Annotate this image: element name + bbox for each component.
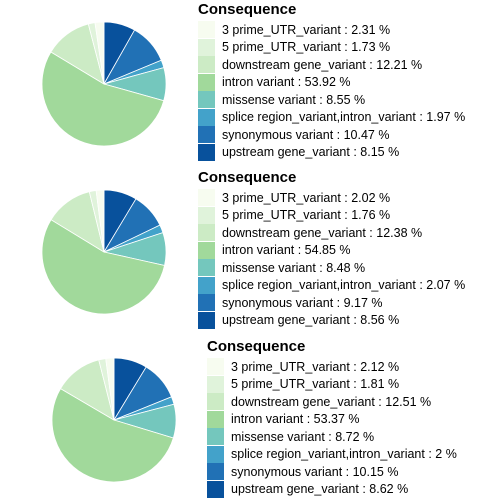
legend-label: splice region_variant,intron_variant : 2…: [222, 278, 466, 293]
legend-swatch: [207, 445, 224, 463]
chart-panel-3: Consequence 3 prime_UTR_variant : 2.12 %…: [0, 336, 504, 504]
legend-label: intron variant : 53.92 %: [222, 75, 351, 90]
legend-label: upstream gene_variant : 8.62 %: [231, 482, 409, 497]
pie-slice: [105, 357, 115, 421]
legend-item: 3 prime_UTR_variant : 2.31 %: [198, 21, 465, 39]
legend-title: Consequence: [198, 169, 297, 186]
legend-item: intron variant : 54.85 %: [198, 241, 465, 260]
legend-item: splice region_variant,intron_variant : 1…: [198, 108, 466, 127]
legend-swatch: [198, 189, 215, 207]
legend-item: upstream gene_variant : 8.15 %: [198, 143, 465, 162]
legend-item: downstream gene_variant : 12.21 %: [198, 56, 465, 74]
legend-swatch: [207, 358, 224, 376]
legend-item: missense variant : 8.72 %: [207, 428, 457, 446]
legend-swatch: [198, 56, 215, 74]
legend-label: synonymous variant : 9.17 %: [222, 295, 383, 310]
legend-swatch: [207, 463, 224, 481]
legend-label: missense variant : 8.48 %: [222, 260, 366, 275]
legend-swatch: [207, 393, 224, 411]
legend-label: 3 prime_UTR_variant : 2.31 %: [222, 22, 391, 37]
legend-item: intron variant : 53.37 %: [207, 410, 457, 429]
legend-label: upstream gene_variant : 8.56 %: [222, 313, 400, 328]
legend-label: splice region_variant,intron_variant : 1…: [222, 110, 466, 125]
pie-slice: [41, 51, 165, 147]
legend-swatch: [198, 294, 215, 312]
legend-item: 5 prime_UTR_variant : 1.73 %: [198, 38, 465, 57]
legend-swatch: [198, 224, 215, 242]
legend-label: 5 prime_UTR_variant : 1.73 %: [222, 40, 391, 55]
legend-swatch: [198, 126, 215, 144]
legend-item: synonymous variant : 9.17 %: [198, 294, 465, 312]
pie-chart-1: [41, 21, 167, 147]
legend-item: upstream gene_variant : 8.62 %: [207, 480, 457, 499]
legend-label: synonymous variant : 10.15 %: [231, 464, 399, 479]
legend-item: missense variant : 8.55 %: [198, 91, 465, 109]
legend-swatch: [198, 21, 215, 39]
legend-label: downstream gene_variant : 12.21 %: [222, 57, 423, 72]
legend-swatch: [198, 91, 215, 109]
pie-chart-2: [41, 189, 167, 315]
legend-item: intron variant : 53.92 %: [198, 73, 465, 92]
pie-slice: [41, 219, 165, 315]
legend-swatch: [198, 108, 215, 126]
legend-label: missense variant : 8.55 %: [222, 92, 366, 107]
legend-label: upstream gene_variant : 8.15 %: [222, 145, 400, 160]
legend-swatch: [198, 259, 215, 277]
legend-item: downstream gene_variant : 12.38 %: [198, 224, 465, 242]
legend-item: 5 prime_UTR_variant : 1.76 %: [198, 206, 465, 225]
legend-swatch: [207, 428, 224, 446]
legend-swatch: [198, 73, 215, 91]
legend-swatch: [198, 311, 215, 329]
pie-slice: [95, 189, 105, 253]
legend-label: intron variant : 53.37 %: [231, 412, 360, 427]
legend-label: splice region_variant,intron_variant : 2…: [231, 447, 457, 462]
legend-label: 3 prime_UTR_variant : 2.12 %: [231, 359, 400, 374]
pie-chart-3: [51, 357, 177, 483]
legend-swatch: [198, 38, 215, 56]
legend-swatch: [198, 241, 215, 259]
legend-swatch: [198, 206, 215, 224]
chart-panel-2: Consequence 3 prime_UTR_variant : 2.02 %…: [0, 168, 504, 336]
legend-item: upstream gene_variant : 8.56 %: [198, 311, 465, 330]
legend-item: splice region_variant,intron_variant : 2…: [207, 445, 457, 464]
legend-label: intron variant : 54.85 %: [222, 243, 351, 258]
legend-title: Consequence: [198, 1, 297, 18]
legend-3: Consequence 3 prime_UTR_variant : 2.12 %…: [207, 338, 457, 498]
chart-panel-1: Consequence 3 prime_UTR_variant : 2.31 %…: [0, 0, 504, 168]
legend-label: 5 prime_UTR_variant : 1.81 %: [231, 377, 400, 392]
legend-title: Consequence: [207, 338, 306, 355]
legend-item: synonymous variant : 10.47 %: [198, 126, 465, 144]
pie-slice: [94, 21, 105, 85]
legend-label: 3 prime_UTR_variant : 2.02 %: [222, 190, 391, 205]
legend-2: Consequence 3 prime_UTR_variant : 2.02 %…: [198, 169, 465, 329]
legend-label: downstream gene_variant : 12.38 %: [222, 225, 423, 240]
legend-swatch: [207, 410, 224, 428]
legend-item: missense variant : 8.48 %: [198, 259, 465, 277]
legend-item: synonymous variant : 10.15 %: [207, 463, 457, 481]
legend-item: 3 prime_UTR_variant : 2.02 %: [198, 189, 465, 207]
legend-label: synonymous variant : 10.47 %: [222, 127, 390, 142]
legend-swatch: [198, 276, 215, 294]
legend-swatch: [207, 375, 224, 393]
legend-swatch: [207, 480, 224, 498]
legend-label: 5 prime_UTR_variant : 1.76 %: [222, 208, 391, 223]
legend-1: Consequence 3 prime_UTR_variant : 2.31 %…: [198, 1, 465, 161]
legend-item: 5 prime_UTR_variant : 1.81 %: [207, 375, 457, 394]
legend-swatch: [198, 143, 215, 161]
pie-slice: [51, 388, 174, 483]
legend-item: splice region_variant,intron_variant : 2…: [198, 276, 466, 295]
legend-label: missense variant : 8.72 %: [231, 429, 375, 444]
legend-item: downstream gene_variant : 12.51 %: [207, 393, 457, 411]
legend-item: 3 prime_UTR_variant : 2.12 %: [207, 358, 457, 376]
legend-label: downstream gene_variant : 12.51 %: [231, 394, 432, 409]
